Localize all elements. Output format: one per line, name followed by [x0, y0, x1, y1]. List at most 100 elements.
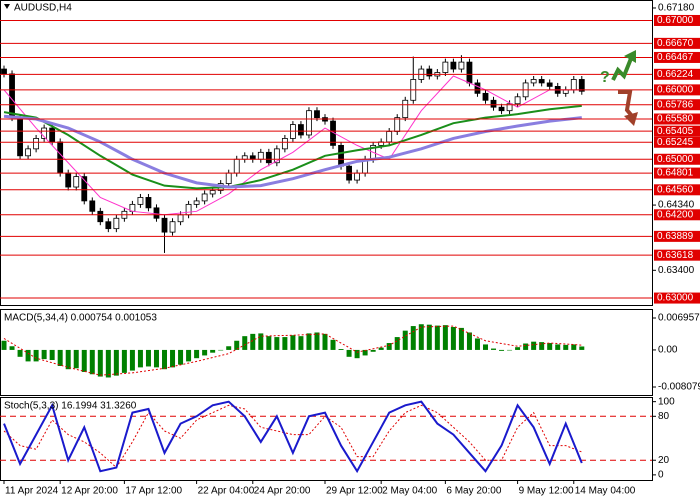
y-tick-label: 100	[658, 396, 675, 407]
y-tick-label: 0.00	[658, 345, 678, 356]
macd-bar	[113, 349, 119, 376]
macd-bar	[466, 332, 472, 350]
level-label-box	[654, 184, 700, 196]
candle-body	[402, 99, 409, 119]
macd-bar	[234, 340, 240, 350]
y-tick-label: 0.67180	[658, 3, 695, 14]
candle-body	[193, 200, 200, 205]
level-label: 0.65000	[657, 154, 694, 165]
macd-bar	[322, 333, 328, 350]
level-label: 0.65580	[657, 114, 694, 125]
level-label-box	[654, 153, 700, 165]
up-arrow	[611, 55, 634, 81]
question-mark: ?	[600, 69, 610, 86]
candle-body	[482, 92, 489, 101]
candle-body	[281, 138, 288, 150]
macd-bar	[507, 349, 513, 351]
macd-bar	[105, 349, 111, 378]
macd-bar	[426, 324, 432, 350]
candle-body	[562, 89, 569, 94]
macd-bar	[170, 349, 176, 368]
level-label-box	[654, 84, 700, 96]
macd-bar	[450, 326, 456, 350]
candle-body	[298, 124, 304, 136]
level-label: 0.64560	[657, 184, 694, 195]
macd-bar	[523, 343, 529, 350]
y-tick-label: 0.64340	[658, 200, 695, 211]
macd-bar	[515, 347, 521, 350]
level-label: 0.65405	[657, 126, 694, 137]
candle-body	[153, 207, 160, 219]
macd-bar	[579, 346, 585, 350]
y-tick-label: 80	[658, 411, 670, 422]
candle-body	[394, 117, 401, 132]
chart-title: AUDUSD,H4	[14, 3, 72, 14]
candle-body	[1, 68, 7, 75]
candle-body	[490, 99, 497, 108]
macd-bar	[563, 344, 569, 350]
y-tick-label: 20	[658, 455, 670, 466]
macd-bar	[81, 349, 87, 372]
level-label: 0.67000	[657, 15, 694, 26]
macd-bar	[266, 336, 272, 350]
macd-bar	[57, 349, 63, 366]
macd-bar	[202, 349, 208, 356]
candle-body	[257, 151, 264, 160]
candle-body	[538, 79, 545, 84]
candle-body	[450, 61, 457, 70]
level-label-box	[654, 167, 700, 179]
macd-bar	[499, 349, 505, 351]
candle-body	[81, 176, 88, 202]
candle-body	[530, 79, 537, 84]
macd-bar	[17, 349, 23, 357]
macd-bar	[531, 341, 537, 350]
candle-body	[498, 106, 505, 112]
macd-bar	[306, 333, 312, 350]
level-label-box	[654, 136, 700, 148]
x-tick-label: 9 May 12:00	[519, 486, 574, 497]
macd-bar	[290, 335, 296, 350]
candle-body	[185, 203, 192, 216]
macd-signal	[3, 325, 582, 376]
candle-body	[225, 172, 232, 184]
up-arrow-head	[624, 50, 636, 63]
macd-bar	[65, 349, 71, 370]
candle-body	[113, 217, 120, 230]
macd-bar	[378, 347, 384, 350]
macd-bar	[386, 343, 392, 350]
macd-bar	[330, 339, 336, 350]
macd-bar	[97, 349, 103, 377]
x-tick-label: 29 Apr 12:00	[326, 486, 383, 497]
x-tick-label: 11 Apr 2024	[5, 486, 59, 497]
macd-bar	[1, 340, 7, 350]
macd-bar	[25, 349, 31, 362]
candle-body	[201, 193, 208, 202]
level-label-box	[654, 292, 700, 304]
down-arrow	[618, 90, 634, 118]
macd-bar	[258, 333, 264, 350]
candle-body	[570, 79, 577, 91]
level-label-box	[654, 51, 700, 63]
candle-body	[474, 82, 481, 94]
candle-body	[354, 172, 360, 181]
candle-body	[386, 131, 393, 143]
candle-body	[249, 155, 256, 160]
y-tick-label: 0.006957	[658, 313, 700, 324]
level-label: 0.63000	[657, 293, 694, 304]
macd-bar	[49, 349, 55, 361]
macd-title: MACD(5,34,4) 0.000754 0.001053	[4, 313, 157, 324]
macd-bar	[89, 349, 95, 375]
candle-body	[137, 197, 144, 205]
down-arrow-head	[624, 112, 638, 126]
stoch-title: Stoch(5,3,3) 16.1994 31.3260	[4, 401, 137, 412]
panel-plot	[1, 324, 585, 378]
macd-bar	[442, 325, 448, 350]
macd-bar	[282, 337, 288, 350]
candle-body	[25, 148, 31, 157]
x-tick-label: 24 Apr 20:00	[254, 486, 311, 497]
macd-bar	[555, 344, 561, 350]
candle-body	[306, 110, 312, 136]
candle-body	[9, 73, 15, 119]
